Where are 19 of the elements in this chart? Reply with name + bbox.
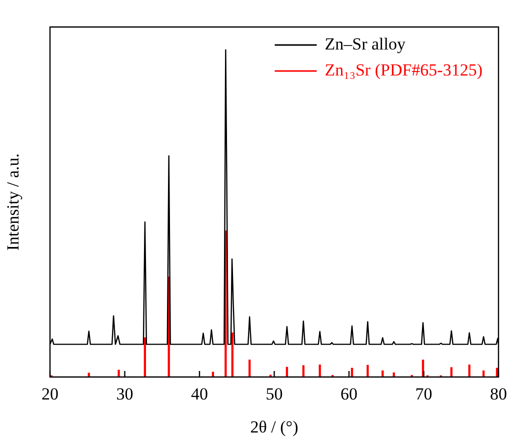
bar <box>468 364 470 377</box>
x-tick-label: 30 <box>116 384 134 404</box>
legend-label: Zn–Sr alloy <box>324 34 406 54</box>
x-tick-label: 80 <box>490 384 507 404</box>
bar <box>318 364 321 377</box>
x-tick-label: 70 <box>415 384 432 404</box>
x-tick-label: 40 <box>191 384 208 404</box>
x-tick-label: 60 <box>340 384 358 404</box>
x-tick-label: 20 <box>42 384 58 404</box>
bar <box>302 365 304 377</box>
bar <box>118 370 120 377</box>
legend-label: Zn₁₃Sr (PDF#65-3125) <box>324 60 483 80</box>
bar <box>366 364 369 377</box>
bar <box>248 360 251 377</box>
x-tick-label: 50 <box>266 384 283 404</box>
x-axis-title: 2θ / (°) <box>250 417 298 436</box>
y-axis-title: Intensity / a.u. <box>4 153 23 251</box>
bar <box>231 332 234 377</box>
bar <box>144 337 146 377</box>
